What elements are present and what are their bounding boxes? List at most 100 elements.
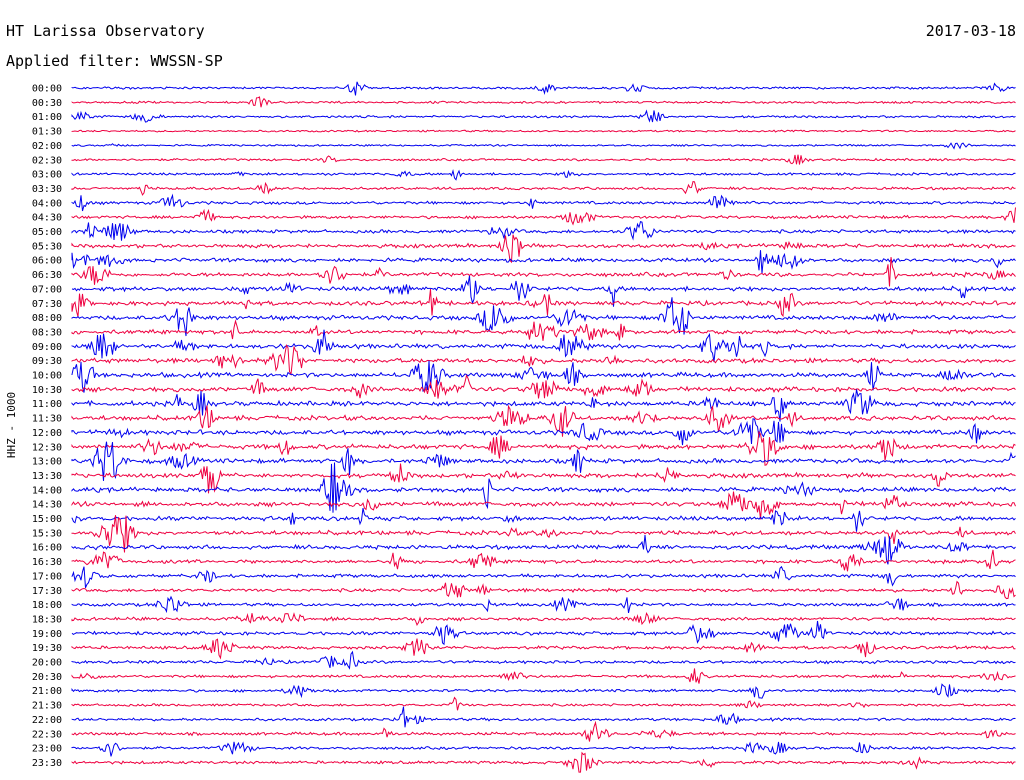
seismic-trace	[71, 549, 1016, 572]
time-label: 20:00	[32, 658, 62, 669]
seismic-trace	[71, 234, 1016, 264]
seismic-trace	[71, 595, 1016, 614]
time-label: 18:30	[32, 614, 62, 625]
time-label: 11:30	[32, 414, 62, 425]
time-label: 11:00	[32, 399, 62, 410]
time-label: 16:30	[32, 557, 62, 568]
time-label: 00:30	[32, 98, 62, 109]
time-label: 06:30	[32, 270, 62, 281]
time-label: 23:00	[32, 744, 62, 755]
seismic-trace	[71, 275, 1016, 307]
seismic-trace	[71, 683, 1016, 699]
time-label: 00:00	[32, 84, 62, 95]
seismic-trace	[71, 168, 1016, 181]
seismic-trace	[71, 706, 1016, 728]
seismic-trace	[71, 418, 1016, 446]
seismic-trace	[71, 109, 1016, 123]
seismic-trace	[71, 720, 1016, 742]
seismic-trace	[71, 580, 1016, 600]
seismic-trace	[71, 751, 1016, 773]
y-axis-label: HHZ - 1000	[5, 392, 18, 458]
seismic-trace	[71, 374, 1016, 399]
seismic-trace	[71, 129, 1016, 133]
seismic-trace	[71, 193, 1016, 212]
seismic-trace	[71, 96, 1016, 108]
time-label: 17:30	[32, 586, 62, 597]
time-label: 05:30	[32, 241, 62, 252]
seismic-trace	[71, 220, 1016, 241]
seismic-trace	[71, 154, 1016, 165]
chart-subtitle: Applied filter: WWSSN-SP	[6, 52, 223, 70]
seismic-trace	[71, 650, 1016, 670]
seismic-trace	[71, 207, 1016, 226]
time-label: 01:00	[32, 112, 62, 123]
time-label: 08:30	[32, 327, 62, 338]
time-label: 09:00	[32, 342, 62, 353]
time-label: 12:00	[32, 428, 62, 439]
seismic-trace	[71, 638, 1016, 660]
time-label: 14:00	[32, 485, 62, 496]
time-label: 13:30	[32, 471, 62, 482]
time-label: 20:30	[32, 672, 62, 683]
seismic-trace	[71, 181, 1016, 196]
time-label: 05:00	[32, 227, 62, 238]
seismic-trace	[71, 319, 1016, 341]
seismic-trace	[71, 404, 1016, 437]
time-label: 19:30	[32, 643, 62, 654]
time-label: 03:00	[32, 170, 62, 181]
chart-title: HT Larissa Observatory	[6, 22, 205, 40]
time-label: 06:00	[32, 256, 62, 267]
time-label: 13:00	[32, 457, 62, 468]
time-label: 08:00	[32, 313, 62, 324]
seismic-trace	[71, 463, 1016, 494]
seismic-trace	[71, 565, 1016, 588]
seismic-trace	[71, 250, 1016, 274]
seismic-trace	[71, 142, 1016, 150]
time-label: 04:00	[32, 198, 62, 209]
time-label: 10:00	[32, 371, 62, 382]
time-label: 07:00	[32, 284, 62, 295]
seismic-trace	[71, 389, 1016, 422]
time-label-group: 00:00 00:30 01:00 01:30 02:00 02:30 03:00 03:30…	[32, 84, 62, 769]
time-label: 10:30	[32, 385, 62, 396]
seismic-trace	[71, 288, 1016, 318]
time-label: 16:00	[32, 543, 62, 554]
seismic-trace	[71, 360, 1016, 393]
seismic-trace	[71, 696, 1016, 711]
seismic-trace	[71, 507, 1016, 532]
time-label: 09:30	[32, 356, 62, 367]
time-label: 21:00	[32, 686, 62, 697]
seismic-trace	[71, 430, 1016, 466]
time-label: 15:30	[32, 528, 62, 539]
time-label: 15:00	[32, 514, 62, 525]
time-label: 22:30	[32, 729, 62, 740]
time-label: 01:30	[32, 127, 62, 138]
time-label: 22:00	[32, 715, 62, 726]
seismic-trace	[71, 441, 1016, 481]
time-label: 23:30	[32, 758, 62, 769]
seismic-trace	[71, 535, 1016, 565]
seismic-trace	[71, 741, 1016, 757]
seismic-trace	[71, 515, 1016, 553]
seismic-trace	[71, 668, 1016, 684]
seismic-trace	[71, 329, 1016, 363]
time-label: 02:30	[32, 155, 62, 166]
time-label: 19:00	[32, 629, 62, 640]
seismic-trace	[71, 611, 1016, 627]
time-label: 21:30	[32, 701, 62, 712]
chart-date: 2017-03-18	[926, 22, 1016, 40]
time-label: 07:30	[32, 299, 62, 310]
time-label: 12:30	[32, 442, 62, 453]
trace-group	[71, 81, 1016, 773]
seismic-trace	[71, 462, 1016, 513]
time-label: 18:00	[32, 600, 62, 611]
seismic-trace	[71, 344, 1016, 376]
seismic-trace	[71, 491, 1016, 520]
time-label: 04:30	[32, 213, 62, 224]
time-label: 17:00	[32, 571, 62, 582]
seismic-trace	[71, 297, 1016, 337]
seismic-trace	[71, 257, 1016, 287]
seismic-trace	[71, 620, 1016, 646]
time-label: 03:30	[32, 184, 62, 195]
